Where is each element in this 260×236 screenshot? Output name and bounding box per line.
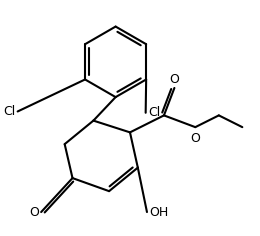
Text: OH: OH [149, 206, 168, 219]
Text: O: O [190, 132, 200, 145]
Text: Cl: Cl [3, 105, 16, 118]
Text: Cl: Cl [148, 106, 160, 119]
Text: O: O [29, 206, 39, 219]
Text: O: O [170, 73, 179, 86]
